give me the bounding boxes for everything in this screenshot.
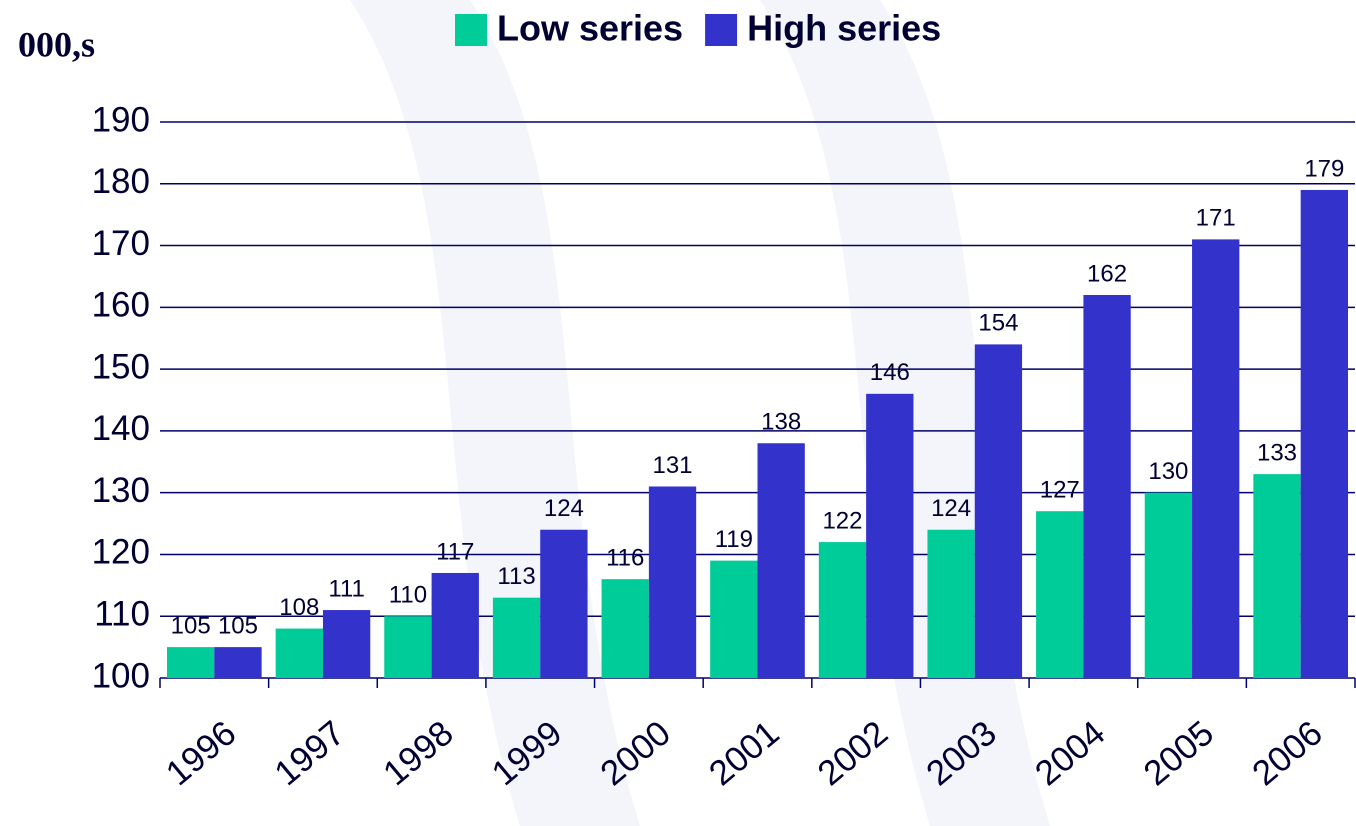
bar [710, 560, 758, 678]
y-tick-label: 120 [92, 533, 150, 572]
value-label: 124 [931, 495, 971, 522]
x-tick-label: 2006 [1245, 713, 1330, 793]
bar [1036, 511, 1084, 678]
legend-label: Low series [497, 8, 683, 49]
bar [167, 647, 215, 678]
legend-swatch [705, 14, 738, 46]
value-label: 131 [652, 452, 692, 479]
x-tick-label: 1996 [159, 713, 244, 793]
bar [431, 572, 479, 678]
bar [384, 616, 432, 678]
value-label: 122 [822, 507, 862, 534]
value-label: 124 [544, 495, 584, 522]
bar [1253, 474, 1301, 678]
y-tick-label: 130 [92, 471, 150, 510]
x-tick-label: 1997 [267, 713, 352, 793]
y-tick-label: 110 [94, 594, 150, 633]
y-tick-label: 170 [92, 224, 150, 263]
bar [1083, 294, 1131, 678]
bar [214, 647, 262, 678]
x-tick-label: 2002 [811, 713, 896, 793]
bar [322, 610, 371, 678]
value-label: 130 [1148, 458, 1188, 485]
bar [648, 486, 697, 678]
value-label: 113 [497, 563, 535, 590]
x-tick-label: 1998 [376, 713, 461, 793]
value-label: 108 [279, 594, 319, 621]
bar [492, 597, 541, 678]
y-tick-label: 180 [92, 162, 150, 201]
bar [275, 628, 323, 678]
value-label: 105 [171, 612, 211, 639]
bar [1300, 189, 1348, 678]
bar [601, 579, 649, 678]
value-label: 116 [606, 544, 644, 571]
value-label: 111 [328, 575, 364, 602]
bar [540, 529, 588, 678]
value-label: 119 [715, 526, 753, 553]
value-label: 171 [1196, 205, 1236, 232]
watermark [350, 0, 1050, 826]
value-label: 117 [436, 538, 474, 565]
bar [974, 344, 1023, 678]
x-tick-label: 2001 [702, 713, 787, 793]
value-label: 162 [1087, 260, 1127, 287]
bar [818, 542, 867, 678]
y-tick-label: 100 [92, 656, 150, 695]
value-label: 138 [761, 409, 801, 436]
legend-label: High series [747, 8, 941, 49]
x-tick-label: 2004 [1028, 713, 1113, 793]
value-label: 154 [978, 310, 1018, 337]
legend-swatch [455, 14, 487, 46]
value-label: 133 [1257, 439, 1297, 466]
x-tick-label: 2005 [1136, 713, 1221, 793]
value-label: 110 [389, 582, 427, 609]
bar [1144, 492, 1193, 678]
y-tick-label: 140 [92, 409, 150, 448]
y-axis-title: 000,s [18, 24, 95, 64]
y-tick-label: 190 [92, 100, 150, 139]
value-label: 146 [870, 359, 910, 386]
value-label: 179 [1304, 155, 1344, 182]
bar [866, 393, 914, 678]
bar [927, 529, 975, 678]
bar [757, 443, 805, 678]
y-tick-label: 160 [92, 286, 150, 325]
y-tick-label: 150 [92, 347, 150, 386]
value-label: 127 [1040, 477, 1080, 504]
value-label: 105 [218, 612, 258, 639]
bar [1192, 239, 1240, 678]
